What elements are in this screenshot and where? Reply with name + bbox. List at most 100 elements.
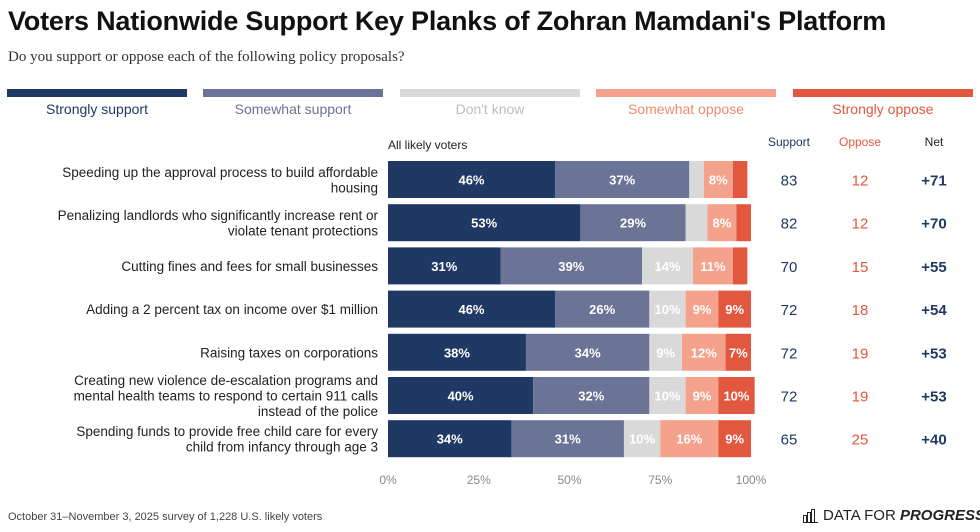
category-label: instead of the police [258,404,378,419]
category-label: Raising taxes on corporations [200,345,378,360]
x-tick-label: 0% [379,473,397,487]
bar-segment-somewhat-oppose [682,333,726,371]
bar-segment-strongly-support [388,290,555,328]
chart-subtitle: Do you support or oppose each of the fol… [8,49,405,65]
bar-segment-somewhat-oppose [685,290,719,328]
legend: Strongly support Somewhat support Don't … [7,89,973,121]
data-for-progress-logo: DATA FOR PROGRESS [803,507,980,524]
legend-label-strongly-oppose: Strongly oppose [832,101,934,117]
data-label-somewhat-support: 32% [578,389,604,404]
support-value: 72 [781,345,798,362]
bar-segment-dont-know [685,204,708,242]
data-label-somewhat-oppose: 9% [693,389,712,404]
net-value: +55 [921,259,946,276]
bar-segment-strongly-oppose [732,247,748,285]
bar-segment-somewhat-support [554,161,690,198]
legend-swatch-somewhat-support [203,89,383,97]
data-label-somewhat-oppose: 8% [713,216,732,231]
legend-item-strongly-oppose: Strongly oppose [793,89,973,117]
bar-segment-dont-know [642,247,693,285]
column-header-net: Net [925,135,944,149]
net-value: +70 [921,216,946,233]
category-label: child from infancy through age 3 [186,439,378,454]
data-label-somewhat-support: 31% [555,432,581,447]
data-label-somewhat-oppose: 16% [676,432,702,447]
bar-segment-strongly-oppose [718,420,751,458]
logo-bold: PROGRESS [899,507,980,524]
logo-prefix: DATA FOR [823,507,900,524]
data-label-strongly-support: 46% [458,302,484,317]
chart-title: Voters Nationwide Support Key Planks of … [8,6,887,36]
bar-segment-dont-know [623,420,661,458]
category-label: Spending funds to provide free child car… [76,424,378,439]
legend-swatch-dont-know [400,89,580,97]
net-value: +54 [921,302,947,319]
bar-segment-strongly-support [388,204,581,242]
legend-item-somewhat-oppose: Somewhat oppose [596,89,776,117]
bar-segment-strongly-support [388,333,526,371]
support-value: 83 [781,173,798,190]
data-label-strongly-support: 53% [471,216,497,231]
category-label: Creating new violence de-escalation prog… [74,373,378,388]
data-label-somewhat-support: 34% [575,345,601,360]
bar-chart-icon [803,508,818,523]
survey-footnote: October 31–November 3, 2025 survey of 1,… [8,511,323,523]
data-label-strongly-oppose: 9% [725,432,744,447]
category-label: mental health teams to respond to certai… [74,389,379,404]
legend-swatch-somewhat-oppose [596,89,776,97]
data-label-strongly-support: 40% [448,389,474,404]
oppose-value: 25 [852,432,869,449]
data-label-somewhat-oppose: 9% [693,302,712,317]
support-value: 70 [781,259,798,276]
bar-segment-strongly-oppose [732,161,748,198]
category-label: Penalizing landlords who significantly i… [58,208,379,223]
bar-segment-strongly-support [388,377,534,414]
legend-label-somewhat-oppose: Somewhat oppose [628,101,744,117]
category-label: Adding a 2 percent tax on income over $1… [86,302,378,317]
support-value: 65 [781,432,798,449]
bar-segment-somewhat-oppose [685,377,719,414]
x-tick-label: 100% [736,473,767,487]
bar-segment-strongly-support [388,420,512,458]
x-tick-label: 75% [648,473,672,487]
bar-segment-somewhat-support [533,377,650,414]
net-value: +71 [921,173,946,190]
legend-item-somewhat-support: Somewhat support [203,89,383,117]
legend-label-dont-know: Don't know [455,101,525,117]
oppose-value: 19 [852,345,869,362]
stacked-bar-chart: All likely voters Support Oppose Net 46% 37% 8… [58,135,948,487]
bar-segment-strongly-oppose [718,290,751,328]
data-label-strongly-support: 34% [437,432,463,447]
oppose-value: 19 [852,389,869,406]
bar-segment-somewhat-oppose [707,204,737,242]
legend-swatch-strongly-oppose [793,89,973,97]
legend-item-strongly-support: Strongly support [7,89,187,117]
net-value: +40 [921,432,946,449]
bar-segment-somewhat-oppose [692,247,733,285]
oppose-value: 12 [852,216,869,233]
data-label-dont-know: 9% [656,345,675,360]
support-value: 82 [781,216,798,233]
data-label-somewhat-support: 26% [589,302,615,317]
bar-segment-dont-know [649,333,683,371]
data-label-strongly-support: 38% [444,345,470,360]
bar-segment-somewhat-support [511,420,624,458]
data-label-dont-know: 10% [629,432,655,447]
panel-label: All likely voters [388,138,467,152]
data-label-somewhat-oppose: 8% [709,173,728,188]
x-tick-label: 25% [467,473,491,487]
data-label-somewhat-support: 29% [620,216,646,231]
bar-segment-somewhat-support [525,333,650,371]
bar-segment-somewhat-support [580,204,686,242]
net-value: +53 [921,389,946,406]
category-label: violate tenant protections [228,223,378,238]
support-value: 72 [781,302,798,319]
logo-text: DATA FOR PROGRESS [823,507,980,524]
legend-label-strongly-support: Strongly support [46,101,148,117]
bar-segment-strongly-oppose [736,204,751,242]
bar-segment-strongly-support [388,161,555,198]
oppose-value: 18 [852,302,869,319]
bar-segment-somewhat-oppose [703,161,733,198]
bar-segment-strongly-support [388,247,501,285]
support-value: 72 [781,389,798,406]
